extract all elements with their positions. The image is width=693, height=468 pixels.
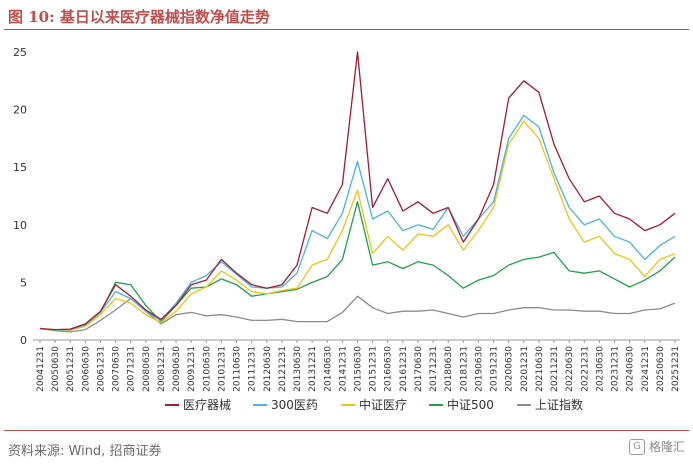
x-tick-label: 20130630 bbox=[293, 346, 303, 392]
x-tick-label: 20131231 bbox=[308, 346, 318, 392]
x-tick-label: 20200630 bbox=[505, 346, 515, 392]
x-tick-label: 20241231 bbox=[641, 346, 651, 392]
x-tick-label: 20250630 bbox=[656, 346, 666, 392]
x-tick-label: 20140630 bbox=[323, 346, 333, 392]
x-tick-label: 20191231 bbox=[490, 346, 500, 392]
series-line bbox=[39, 114, 676, 331]
x-tick-label: 20050630 bbox=[51, 346, 61, 392]
x-tick-label: 20061231 bbox=[96, 346, 106, 392]
x-tick-label: 20170630 bbox=[414, 346, 424, 392]
watermark: G 格隆汇 bbox=[628, 438, 685, 455]
x-tick-label: 20110630 bbox=[233, 346, 243, 392]
x-tick-label: 20111231 bbox=[248, 346, 258, 392]
x-tick-label: 20211231 bbox=[550, 346, 560, 392]
legend-label: 中证医疗 bbox=[359, 397, 407, 412]
x-tick-label: 20240630 bbox=[626, 346, 636, 392]
x-tick-label: 20060630 bbox=[81, 346, 91, 392]
figure-title: 图 10: 基日以来医疗器械指数净值走势 bbox=[8, 8, 270, 26]
x-tick-label: 20071231 bbox=[127, 346, 137, 392]
chart-axes: 0 5 10 15 20 25 20041231 20050630 20051231 200606… bbox=[13, 46, 681, 392]
x-tick-label: 20251231 bbox=[671, 346, 681, 392]
x-tick-label: 20091231 bbox=[187, 346, 197, 392]
x-tick-label: 20171231 bbox=[429, 346, 439, 392]
x-tick-label: 20181231 bbox=[459, 346, 469, 392]
y-tick-label: 5 bbox=[20, 276, 27, 289]
legend-label: 300医药 bbox=[271, 398, 318, 412]
x-tick-label: 20141231 bbox=[338, 346, 348, 392]
footer-divider bbox=[4, 430, 689, 431]
x-tick-label: 20190630 bbox=[474, 346, 484, 392]
watermark-text: 格隆汇 bbox=[648, 440, 685, 454]
legend-label: 上证指数 bbox=[535, 397, 583, 412]
line-chart: 0 5 10 15 20 25 20041231 20050630 20051231 200606… bbox=[13, 46, 681, 412]
x-tick-label: 20100630 bbox=[202, 346, 212, 392]
x-tick-label: 20180630 bbox=[444, 346, 454, 392]
y-tick-label: 15 bbox=[13, 161, 27, 174]
watermark-logo-icon: G bbox=[628, 438, 645, 455]
x-tick-label: 20101231 bbox=[217, 346, 227, 392]
x-tick-label: 20090630 bbox=[172, 346, 182, 392]
x-tick-label: 20231231 bbox=[611, 346, 621, 392]
legend-label: 中证500 bbox=[447, 397, 494, 412]
x-tick-label: 20051231 bbox=[66, 346, 76, 392]
x-tick-label: 20201231 bbox=[520, 346, 530, 392]
chart-legend: 医疗器械 300医药 中证医疗 中证500 上证指数 bbox=[165, 397, 583, 412]
x-tick-label: 20150630 bbox=[354, 346, 364, 392]
y-tick-label: 20 bbox=[13, 104, 27, 117]
x-tick-label: 20220630 bbox=[565, 346, 575, 392]
series-line bbox=[39, 120, 676, 332]
series-line bbox=[39, 51, 676, 331]
y-tick-label: 0 bbox=[20, 334, 27, 347]
x-tick-label: 20070630 bbox=[112, 346, 122, 392]
x-tick-label: 20221231 bbox=[580, 346, 590, 392]
x-tick-label: 20151231 bbox=[369, 346, 379, 392]
x-tick-label: 20041231 bbox=[36, 346, 46, 392]
series-line bbox=[39, 201, 676, 331]
source-note: 资料来源: Wind, 招商证券 bbox=[8, 444, 162, 459]
legend-label: 医疗器械 bbox=[183, 397, 231, 412]
y-tick-label: 25 bbox=[13, 46, 27, 59]
x-tick-label: 20230630 bbox=[595, 346, 605, 392]
x-tick-label: 20161231 bbox=[399, 346, 409, 392]
x-tick-label: 20160630 bbox=[384, 346, 394, 392]
x-tick-label: 20120630 bbox=[263, 346, 273, 392]
x-tick-label: 20121231 bbox=[278, 346, 288, 392]
x-tick-label: 20081231 bbox=[157, 346, 167, 392]
x-tick-label: 20210630 bbox=[535, 346, 545, 392]
chart-series bbox=[39, 51, 676, 333]
x-tick-label: 20080630 bbox=[142, 346, 152, 392]
y-tick-label: 10 bbox=[13, 219, 27, 232]
title-divider bbox=[4, 29, 689, 30]
